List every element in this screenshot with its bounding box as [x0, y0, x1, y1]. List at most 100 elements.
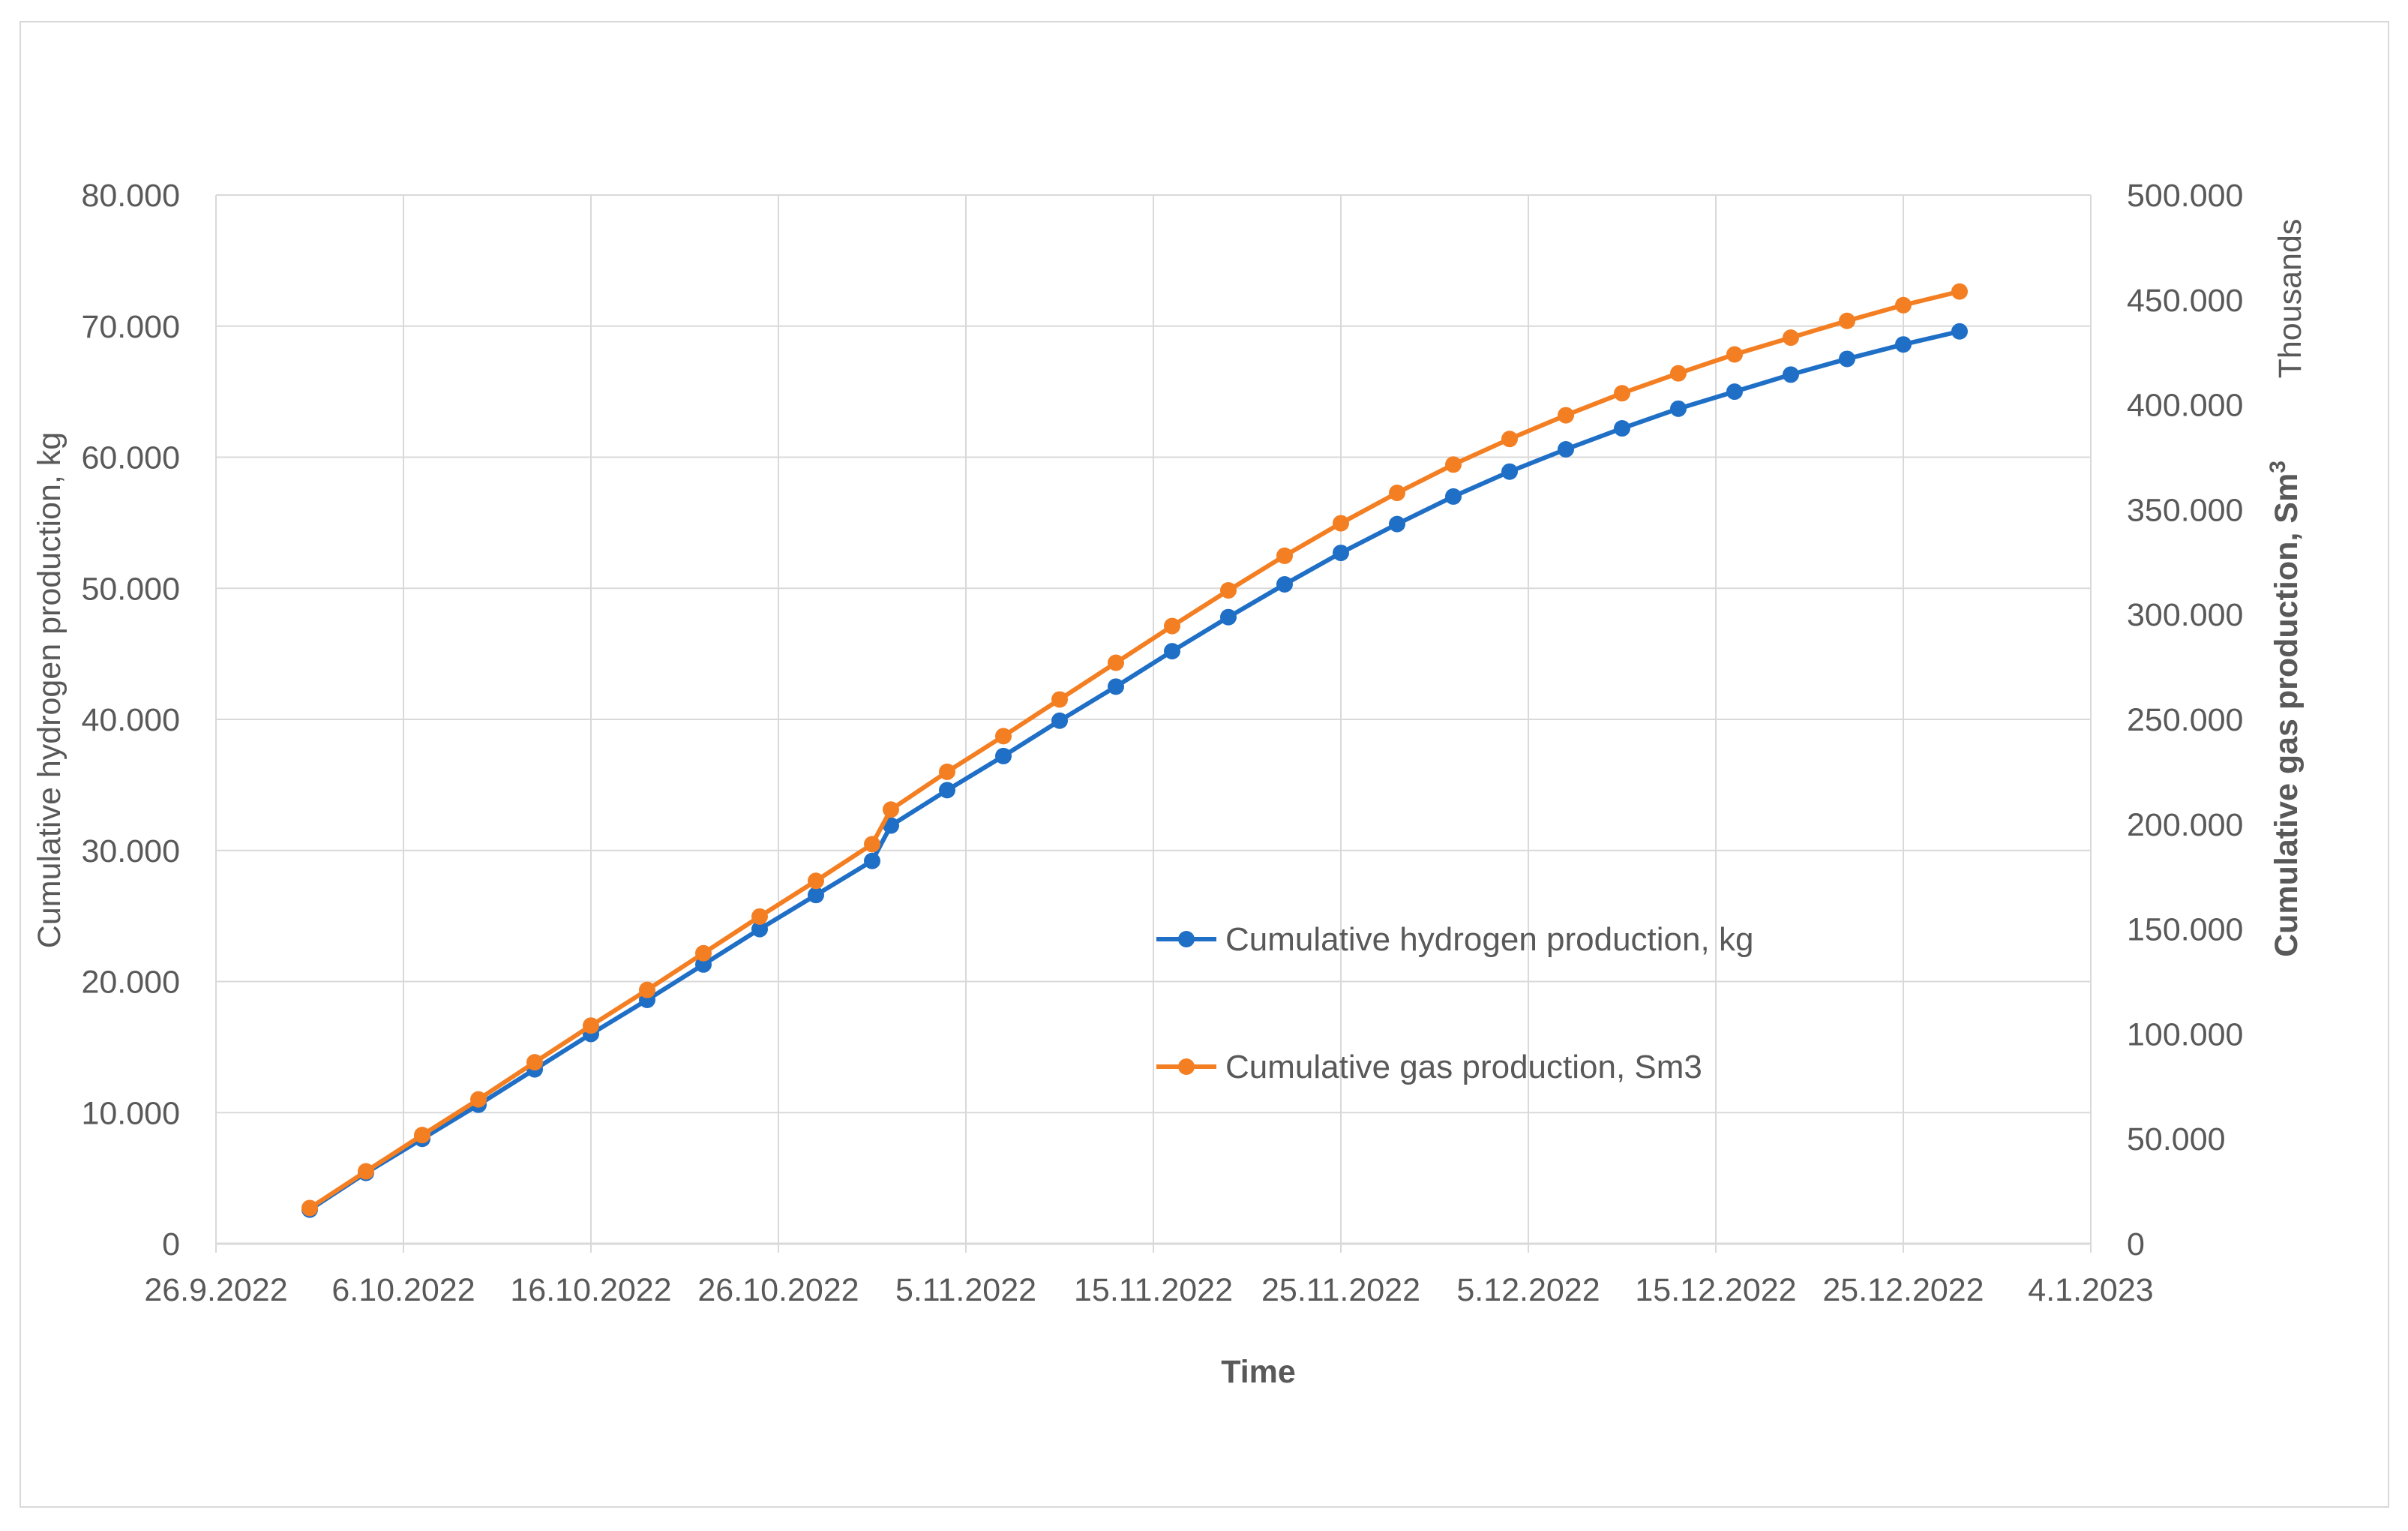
- y-right-tick-label: 0: [2127, 1226, 2145, 1262]
- data-point-gas: [751, 908, 768, 925]
- y-right-tick-label: 100.000: [2127, 1016, 2243, 1052]
- data-point-gas: [883, 801, 899, 818]
- data-point-gas: [414, 1127, 430, 1144]
- data-point-gas: [939, 763, 955, 780]
- legend: Cumulative hydrogen production, kg Cumul…: [1156, 921, 1753, 1085]
- axes: [215, 195, 2092, 1253]
- data-point-hydrogen: [695, 956, 712, 973]
- data-point-hydrogen: [1558, 441, 1574, 458]
- x-tick-label: 15.11.2022: [1074, 1272, 1233, 1308]
- x-tick-label: 25.12.2022: [1822, 1272, 1984, 1308]
- x-tick-label: 5.11.2022: [895, 1272, 1036, 1308]
- x-tick-label: 26.9.2022: [144, 1272, 287, 1308]
- data-point-gas: [1895, 296, 1912, 314]
- x-tick-label: 15.12.2022: [1635, 1272, 1796, 1308]
- y-right-tick-label: 200.000: [2127, 807, 2243, 843]
- y-left-tick-label: 0: [162, 1226, 180, 1262]
- series-line-gas: [308, 289, 1960, 1210]
- data-point-hydrogen: [864, 852, 880, 869]
- data-point-gas: [1164, 617, 1180, 635]
- data-point-gas: [639, 981, 655, 998]
- data-point-gas: [470, 1091, 487, 1108]
- x-tick-label: 4.1.2023: [2028, 1272, 2153, 1308]
- data-point-hydrogen: [1276, 576, 1293, 593]
- data-point-gas: [864, 836, 880, 853]
- y-left-tick-label: 80.000: [81, 178, 180, 214]
- data-point-hydrogen: [1051, 712, 1068, 729]
- x-tick-label: 26.10.2022: [697, 1272, 859, 1308]
- y-left-tick-label: 40.000: [81, 702, 180, 738]
- y-left-tick-label: 60.000: [81, 440, 180, 476]
- legend-item-hydrogen: Cumulative hydrogen production, kg: [1156, 921, 1753, 958]
- x-tick-label: 16.10.2022: [510, 1272, 671, 1308]
- data-point-gas: [808, 872, 824, 890]
- data-point-gas: [1333, 515, 1349, 532]
- y-right-axis-title: Cumulative gas production, Sm3: [2266, 461, 2305, 957]
- data-point-gas: [1389, 485, 1405, 502]
- y-left-tick-label: 70.000: [81, 309, 180, 345]
- data-point-gas: [1726, 346, 1743, 363]
- data-point-hydrogen: [808, 887, 824, 904]
- data-point-hydrogen: [1783, 366, 1799, 383]
- data-point-hydrogen: [1614, 420, 1630, 437]
- data-point-hydrogen: [1389, 515, 1405, 533]
- y-right-tick-label: 400.000: [2127, 388, 2243, 424]
- data-point-gas: [1051, 691, 1068, 708]
- y-right-axis-title-text: Cumulative gas production, Sm: [2269, 473, 2305, 957]
- y-right-tick-label: 300.000: [2127, 597, 2243, 633]
- tick-labels: 0 10.000 20.000 30.000 40.000 50.000 60.000 70.…: [81, 178, 2243, 1308]
- data-point-gas: [1108, 654, 1124, 671]
- data-point-gas: [1220, 582, 1237, 599]
- y-right-tick-label: 350.000: [2127, 492, 2243, 528]
- y-right-tick-label: 250.000: [2127, 702, 2243, 738]
- data-point-gas: [1445, 456, 1462, 473]
- legend-marker-hydrogen: [1178, 931, 1195, 947]
- x-tick-label: 5.12.2022: [1456, 1272, 1600, 1308]
- data-point-gas: [1276, 547, 1293, 564]
- data-point-hydrogen: [1951, 323, 1968, 340]
- chart-frame: [19, 21, 2389, 1508]
- y-right-tick-label: 150.000: [2127, 912, 2243, 948]
- data-point-gas: [695, 944, 712, 962]
- data-point-gas: [358, 1163, 374, 1180]
- x-axis-title: Time: [1221, 1354, 1296, 1390]
- y-left-axis-title: Cumulative hydrogen production, kg: [31, 432, 67, 948]
- y-left-tick-label: 30.000: [81, 833, 180, 869]
- legend-label-hydrogen: Cumulative hydrogen production, kg: [1225, 921, 1753, 958]
- series-gas: [301, 283, 1968, 1217]
- data-point-hydrogen: [1108, 678, 1124, 695]
- legend-marker-gas: [1178, 1058, 1195, 1075]
- x-tick-label: 25.11.2022: [1261, 1272, 1420, 1308]
- data-point-hydrogen: [1333, 545, 1349, 562]
- y-right-axis-title-sup: 3: [2266, 461, 2290, 473]
- series-line-hydrogen: [308, 329, 1960, 1212]
- data-point-hydrogen: [995, 747, 1012, 764]
- data-point-gas: [1614, 385, 1630, 402]
- data-point-gas: [1558, 407, 1574, 424]
- y-left-tick-label: 10.000: [81, 1095, 180, 1131]
- data-point-hydrogen: [1895, 336, 1912, 353]
- data-point-gas: [301, 1199, 318, 1217]
- data-point-gas: [995, 728, 1012, 745]
- right-unit-label: Thousands: [2272, 219, 2308, 379]
- data-point-hydrogen: [939, 782, 955, 799]
- data-point-gas: [1839, 312, 1855, 329]
- data-point-hydrogen: [751, 920, 768, 938]
- series-layer: [301, 283, 1968, 1218]
- data-point-gas: [526, 1054, 543, 1071]
- y-left-tick-label: 50.000: [81, 571, 180, 607]
- data-point-gas: [1670, 365, 1687, 382]
- data-point-gas: [583, 1017, 599, 1034]
- data-point-hydrogen: [1839, 350, 1855, 368]
- x-tick-label: 6.10.2022: [331, 1272, 475, 1308]
- data-point-hydrogen: [1445, 488, 1462, 505]
- data-point-hydrogen: [1726, 383, 1743, 401]
- data-point-gas: [1501, 431, 1518, 448]
- y-right-tick-label: 50.000: [2127, 1121, 2226, 1157]
- data-point-hydrogen: [1220, 608, 1237, 626]
- data-point-gas: [1951, 283, 1968, 300]
- legend-item-gas: Cumulative gas production, Sm3: [1156, 1049, 1702, 1085]
- data-point-gas: [1783, 329, 1799, 347]
- y-right-tick-label: 450.000: [2127, 283, 2243, 319]
